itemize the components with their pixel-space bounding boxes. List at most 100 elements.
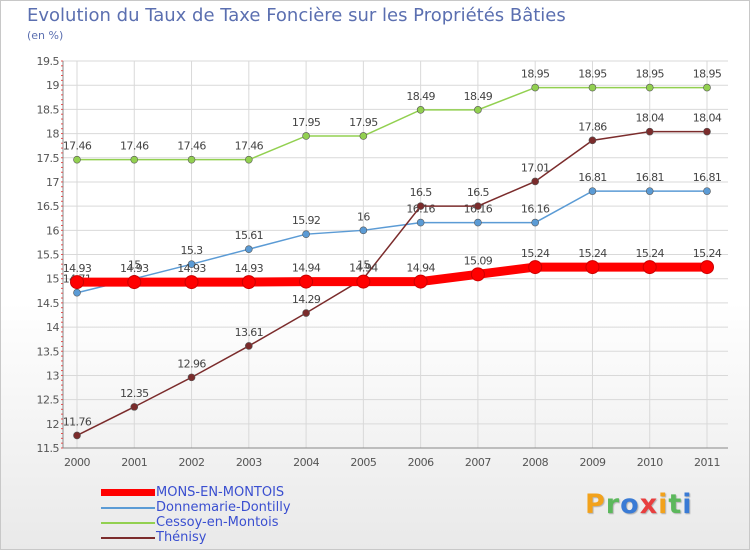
series-point-0 [184, 275, 199, 290]
data-label-0: 14.93 [120, 262, 149, 275]
series-point-0 [241, 275, 256, 290]
data-label-2: 18.95 [521, 68, 550, 81]
chart-title: Evolution du Taux de Taxe Foncière sur l… [27, 5, 566, 26]
series-point-2 [588, 83, 597, 92]
data-label-3: 15 [357, 259, 370, 272]
x-tick-label: 2002 [179, 456, 205, 469]
y-tick-label: 16 [46, 224, 59, 237]
data-label-0: 14.94 [406, 262, 435, 275]
data-label-3: 11.76 [63, 415, 92, 428]
series-point-2 [359, 132, 368, 140]
logo-letter: t [668, 489, 683, 520]
data-label-3: 18.04 [693, 112, 722, 125]
series-point-1 [187, 260, 196, 268]
series-point-0 [70, 275, 84, 290]
y-tick-label: 17 [46, 176, 59, 189]
series-point-0 [528, 260, 543, 275]
data-label-2: 18.95 [693, 68, 722, 81]
y-tick-label: 19.5 [37, 55, 60, 68]
series-point-1 [588, 187, 597, 195]
x-tick-label: 2004 [293, 456, 319, 469]
data-label-0: 15.09 [464, 254, 493, 267]
y-tick-label: 16.5 [37, 200, 60, 213]
legend-label: MONS-EN-MONTOIS [156, 485, 285, 500]
data-label-1: 16.81 [693, 171, 722, 184]
legend-swatch [101, 521, 155, 524]
series-point-0 [127, 275, 142, 290]
logo-letter: x [639, 489, 659, 520]
series-point-0 [356, 274, 371, 289]
y-tick-label: 12 [46, 418, 59, 431]
x-tick-label: 2005 [350, 456, 376, 469]
data-label-3: 14.29 [292, 293, 321, 306]
data-label-1: 15.92 [292, 214, 321, 227]
x-tick-label: 2010 [637, 456, 663, 469]
series-point-1 [645, 187, 654, 195]
data-label-3: 16.5 [467, 186, 490, 199]
series-point-1 [474, 218, 482, 227]
series-point-2 [245, 155, 253, 164]
x-tick-label: 2008 [522, 456, 548, 469]
data-label-1: 16.81 [578, 171, 607, 184]
series-point-3 [130, 403, 139, 411]
series-point-0 [585, 260, 600, 275]
data-label-0: 15.24 [635, 247, 664, 260]
data-label-0: 15.24 [693, 247, 722, 260]
data-label-0: 15.24 [578, 247, 607, 260]
data-label-3: 12.35 [120, 387, 149, 400]
series-point-0 [299, 274, 314, 289]
legend-label: Thénisy [156, 530, 207, 545]
data-label-0: 14.94 [349, 262, 378, 275]
series-line-0 [72, 262, 712, 287]
series-point-3 [245, 342, 253, 350]
data-label-1: 15.3 [180, 244, 203, 257]
data-label-2: 18.95 [578, 68, 607, 81]
series-point-1 [245, 245, 253, 253]
data-label-3: 12.96 [177, 357, 206, 370]
data-label-3: 17.86 [578, 120, 607, 133]
x-tick-label: 2011 [694, 456, 720, 469]
series-point-3 [302, 309, 310, 317]
data-label-2: 18.95 [635, 68, 664, 81]
legend-item: Cessoy-en-Montois [101, 515, 291, 530]
data-label-2: 18.49 [406, 90, 435, 103]
data-label-2: 17.46 [120, 140, 149, 153]
data-label-2: 18.49 [464, 90, 493, 103]
x-tick-label: 2003 [236, 456, 262, 469]
series-point-3 [474, 202, 482, 210]
data-label-2: 17.95 [292, 116, 321, 129]
logo-letter: P [585, 489, 606, 520]
series-point-3 [416, 202, 425, 210]
series-point-2 [187, 155, 196, 164]
logo-letter: i [682, 489, 693, 520]
data-label-2: 17.46 [235, 140, 264, 153]
y-axis-unit-label: (en %) [27, 29, 64, 42]
series-point-1 [531, 218, 539, 227]
data-label-1: 15.61 [235, 229, 264, 242]
y-tick-label: 13.5 [37, 345, 60, 358]
series-point-2 [416, 106, 425, 114]
data-label-0: 14.93 [177, 262, 206, 275]
legend-label: Cessoy-en-Montois [156, 515, 279, 530]
legend-item: MONS-EN-MONTOIS [101, 485, 291, 500]
series-point-3 [645, 127, 654, 136]
legend-swatch [101, 536, 155, 539]
data-label-3: 17.01 [521, 161, 550, 174]
series-point-3 [531, 177, 539, 186]
series-point-2 [130, 155, 139, 164]
series-point-3 [703, 127, 711, 136]
legend-item: Thénisy [101, 530, 291, 545]
x-tick-label: 2009 [579, 456, 605, 469]
series-line-2 [77, 86, 707, 161]
y-tick-label: 19 [46, 79, 59, 92]
data-label-1: 16 [357, 210, 370, 223]
data-label-3: 16.5 [410, 186, 433, 199]
series-point-3 [187, 373, 196, 382]
legend-item: Donnemarie-Dontilly [101, 500, 291, 515]
y-tick-label: 12.5 [37, 394, 60, 407]
x-tick-label: 2001 [121, 456, 147, 469]
data-label-0: 14.94 [292, 262, 321, 275]
y-tick-label: 17.5 [37, 152, 60, 165]
series-point-2 [73, 155, 81, 164]
